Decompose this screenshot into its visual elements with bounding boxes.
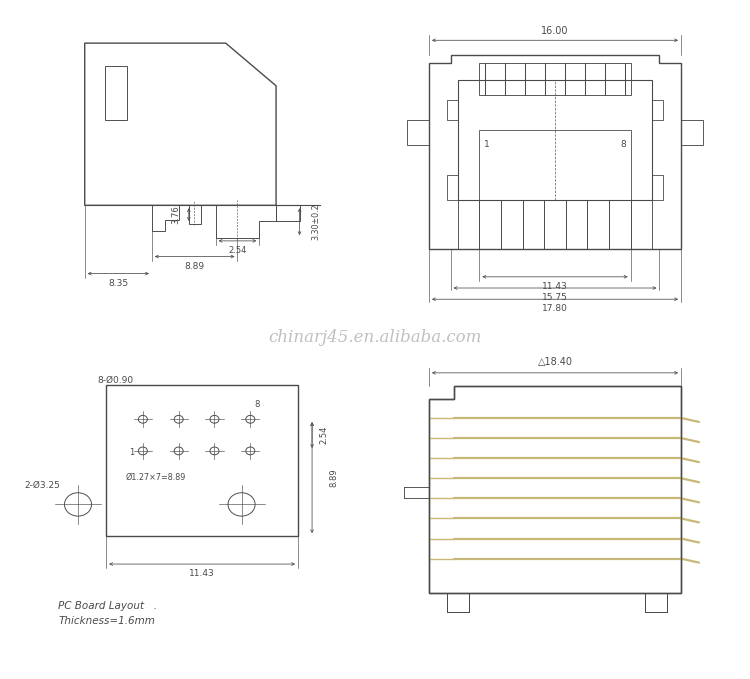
Text: 11.43: 11.43 (542, 282, 568, 291)
Text: 11.43: 11.43 (189, 569, 215, 578)
Text: 3.76: 3.76 (172, 205, 181, 224)
Text: 2.54: 2.54 (228, 246, 247, 255)
Bar (458, 80, 652, 200)
Bar (105, 66, 127, 120)
Text: 1: 1 (484, 141, 490, 149)
Text: 17.80: 17.80 (542, 304, 568, 313)
Text: 8.89: 8.89 (184, 261, 205, 271)
Bar (645, 593, 667, 612)
Text: 8-Ø0.90: 8-Ø0.90 (98, 375, 134, 385)
Bar (479, 62, 631, 95)
Bar (447, 593, 469, 612)
Bar (645, 593, 667, 612)
Text: chinarj45.en.alibaba.com: chinarj45.en.alibaba.com (268, 329, 482, 346)
Text: 8: 8 (255, 400, 260, 409)
Text: Ø1.27×7=8.89: Ø1.27×7=8.89 (126, 473, 186, 482)
Text: 3.30±0.2: 3.30±0.2 (311, 204, 320, 240)
Text: 8.89: 8.89 (329, 469, 338, 487)
Text: 8.35: 8.35 (108, 278, 128, 288)
Text: 2-Ø3.25: 2-Ø3.25 (25, 481, 60, 490)
Text: △18.40: △18.40 (538, 357, 572, 367)
Text: PC Board Layout   .: PC Board Layout . (58, 601, 158, 611)
Text: 8: 8 (620, 141, 626, 149)
Bar (447, 593, 469, 612)
Text: 16.00: 16.00 (542, 26, 568, 36)
Bar (106, 385, 298, 536)
Text: 1: 1 (129, 447, 134, 457)
Text: 2.54: 2.54 (319, 426, 328, 444)
Text: Thickness=1.6mm: Thickness=1.6mm (58, 616, 155, 625)
Bar (479, 130, 631, 200)
Text: 15.75: 15.75 (542, 293, 568, 302)
